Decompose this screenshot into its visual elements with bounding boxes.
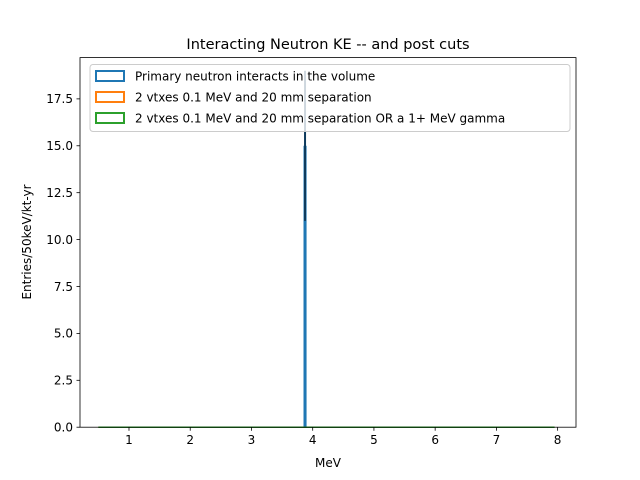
y-tick-label: 15.0: [46, 139, 73, 153]
y-tick-label: 10.0: [46, 233, 73, 247]
y-tick-label: 7.5: [54, 280, 73, 294]
y-axis-label: Entries/50keV/kt-yr: [20, 184, 34, 299]
y-tick-label: 2.5: [54, 374, 73, 388]
legend: Primary neutron interacts in the volume 2…: [89, 64, 571, 132]
histogram-bar-1: [303, 145, 307, 428]
chart-title: Interacting Neutron KE -- and post cuts: [186, 37, 469, 53]
x-tick-label: 6: [431, 433, 439, 447]
legend-swatch-1: [95, 70, 125, 82]
y-tick-label: 17.5: [46, 92, 73, 106]
y-tick-label: 0.0: [54, 421, 73, 435]
x-axis-label: MeV: [315, 456, 342, 470]
x-tick-label: 4: [309, 433, 317, 447]
x-tick-label: 1: [125, 433, 133, 447]
x-axis-ticks: 1 2 3 4 5 6 7 8: [125, 427, 561, 447]
legend-swatch-3: [95, 112, 125, 124]
legend-entry-1: Primary neutron interacts in the volume: [135, 69, 375, 83]
x-tick-label: 3: [248, 433, 256, 447]
y-tick-label: 5.0: [54, 327, 73, 341]
legend-swatch-2: [95, 91, 125, 103]
legend-box: [89, 64, 571, 132]
x-tick-label: 5: [370, 433, 378, 447]
legend-entry-2: 2 vtxes 0.1 MeV and 20 mm separation: [135, 90, 372, 104]
x-tick-label: 2: [186, 433, 194, 447]
legend-entry-3: 2 vtxes 0.1 MeV and 20 mm separation OR …: [135, 111, 505, 125]
y-axis-ticks: 0.0 2.5 5.0 7.5 10.0 12.5 15.0 17.5: [46, 92, 80, 435]
y-tick-label: 12.5: [46, 186, 73, 200]
x-tick-label: 7: [493, 433, 501, 447]
plot-frame: [79, 57, 577, 428]
x-tick-label: 8: [554, 433, 562, 447]
